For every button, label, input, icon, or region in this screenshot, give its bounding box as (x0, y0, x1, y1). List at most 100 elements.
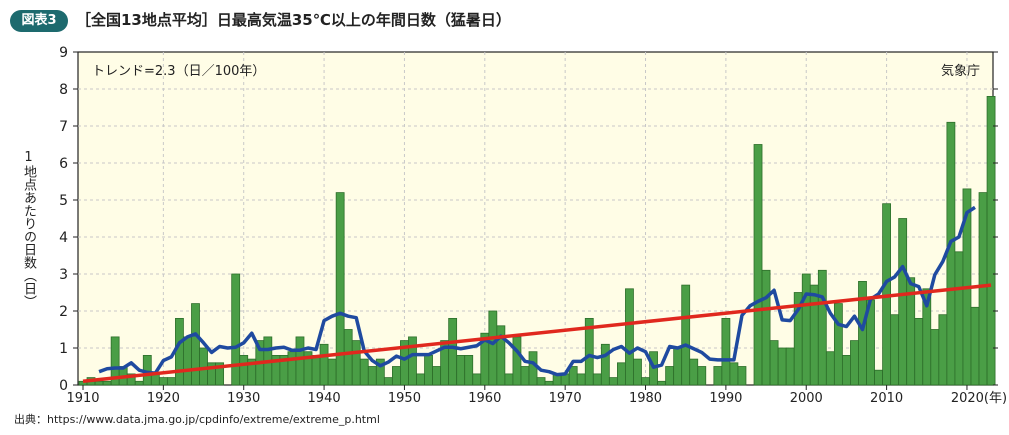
bar-2016 (930, 329, 940, 386)
y-tick-label: 6 (59, 156, 68, 172)
bar-1945 (359, 358, 369, 386)
bar-1942 (335, 192, 345, 386)
bar-1982 (657, 380, 666, 386)
bar-1924 (191, 303, 200, 386)
bar-1962 (496, 325, 506, 386)
x-tick-label: 2020(年) (951, 391, 1007, 406)
bar-1976 (608, 377, 618, 386)
bar-2012 (898, 218, 908, 386)
bar-2003 (825, 351, 835, 386)
y-axis-label: 1地点あたりの日数（日） (21, 150, 36, 308)
bar-2017 (938, 314, 948, 386)
bar-1946 (367, 366, 377, 386)
x-tick-label: 1930 (227, 391, 260, 406)
bar-1963 (504, 373, 514, 386)
bar-1989 (713, 366, 723, 386)
bar-2006 (850, 340, 859, 386)
bar-1991 (729, 362, 739, 386)
moving-average-line (98, 205, 976, 377)
bar-1966 (528, 351, 538, 386)
y-tick-label: 0 (59, 378, 68, 394)
bar-1965 (520, 366, 530, 386)
bar-1956 (448, 317, 458, 386)
bar-1994 (753, 144, 763, 386)
bar-1949 (392, 366, 401, 386)
bar-1913 (102, 380, 112, 386)
bar-1944 (351, 340, 361, 386)
bar-1930 (239, 354, 249, 386)
bar-1929 (231, 273, 241, 386)
bar-1958 (464, 354, 474, 386)
bar-1986 (689, 358, 699, 386)
bar-1937 (295, 336, 305, 386)
x-tick-label: 1950 (388, 391, 421, 406)
bar-2022 (978, 192, 988, 386)
bar-1987 (697, 366, 707, 386)
y-tick-label: 9 (59, 45, 68, 61)
bar-2014 (914, 317, 924, 386)
trend-line (82, 283, 992, 384)
bar-1972 (576, 373, 586, 386)
bar-1990 (721, 317, 731, 386)
bar-1939 (311, 354, 321, 386)
bar-1984 (673, 347, 683, 386)
trend-annotation: トレンド=2.3（日／100年） (92, 64, 265, 79)
bar-1997 (777, 347, 787, 386)
bar-2011 (890, 314, 900, 386)
bar-1995 (761, 269, 771, 386)
bar-1940 (319, 343, 329, 386)
source-text: 出典：https://www.data.jma.go.jp/cpdinfo/ex… (14, 413, 380, 426)
bar-1961 (488, 310, 498, 386)
bar-1979 (633, 358, 642, 386)
bar-1952 (416, 373, 425, 386)
bar-2005 (842, 354, 851, 386)
bar-1948 (383, 377, 393, 386)
x-tick-label: 2010 (870, 391, 903, 406)
x-tick-label: 1970 (549, 391, 582, 406)
bar-2018 (946, 121, 956, 386)
bar-2021 (970, 306, 980, 386)
x-tick-label: 1940 (308, 391, 341, 406)
y-tick-label: 4 (59, 230, 68, 246)
bar-1973 (584, 317, 594, 386)
y-tick-label: 3 (59, 267, 68, 283)
bar-1978 (625, 288, 634, 386)
x-tick-label: 1920 (147, 391, 180, 406)
bar-1980 (641, 377, 650, 386)
bar-1943 (343, 329, 353, 386)
x-tick-label: 1980 (629, 391, 662, 406)
bar-1998 (785, 347, 795, 386)
bar-1968 (544, 380, 554, 386)
figure-badge: 図表3 (10, 10, 68, 32)
bar-2019 (954, 251, 964, 386)
bar-1953 (424, 354, 433, 386)
bar-1921 (166, 377, 176, 386)
bar-2009 (874, 369, 883, 386)
bar-1922 (175, 317, 184, 386)
x-tick-label: 1910 (66, 391, 99, 406)
bar-1920 (158, 377, 168, 386)
bar-1985 (681, 284, 691, 386)
bar-1975 (600, 343, 610, 386)
bar-1916 (126, 373, 136, 386)
bar-1923 (183, 336, 192, 386)
bar-1936 (287, 351, 297, 386)
bar-1912 (94, 380, 104, 386)
bar-2023 (986, 96, 996, 386)
bar-1992 (737, 366, 747, 386)
bar-2004 (833, 303, 843, 386)
bar-1964 (512, 336, 522, 386)
bar-1996 (769, 340, 779, 386)
x-tick-label: 1990 (709, 391, 742, 406)
bar-1951 (408, 336, 417, 386)
bar-2000 (801, 273, 811, 386)
y-tick-label: 1 (59, 341, 68, 357)
bar-1967 (536, 377, 546, 386)
chart-title: ［全国13地点平均］日最高気温35℃以上の年間日数（猛暑日） (76, 11, 511, 29)
bar-1927 (215, 362, 225, 386)
bar-1971 (568, 366, 578, 386)
bar-1983 (665, 366, 675, 386)
x-tick-label: 2000 (790, 391, 823, 406)
